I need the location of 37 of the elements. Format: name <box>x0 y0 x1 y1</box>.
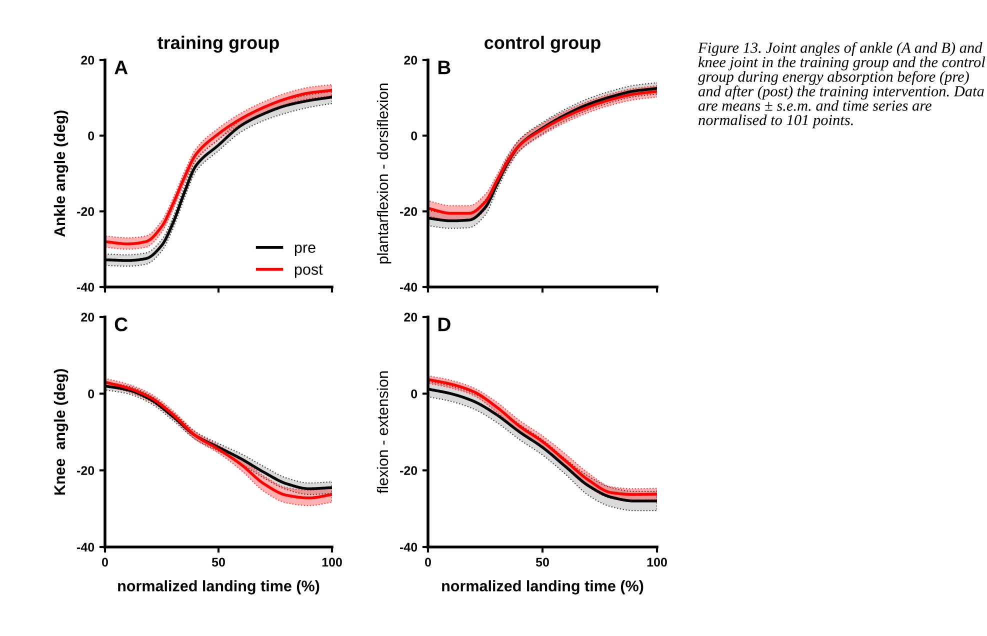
annotation: A <box>114 60 128 74</box>
annotation: D <box>438 318 450 332</box>
x-tick-label: 50 <box>212 558 225 567</box>
x-tick-label: 0 <box>425 558 431 567</box>
legend-label: pre <box>294 244 316 256</box>
y-tick-label: -40 <box>77 282 94 292</box>
x-tick-label: 0 <box>102 558 108 567</box>
x-tick-label: 50 <box>536 558 549 567</box>
annotation: B <box>438 60 450 74</box>
y-tick-label: 20 <box>404 56 418 65</box>
y-tick-label: 0 <box>411 131 418 140</box>
y-tick-label: 20 <box>81 312 94 322</box>
x-tick-label: 100 <box>322 558 342 567</box>
y-tick-label: -20 <box>400 207 418 216</box>
y-axis-title: plantarflexion - dorsiflexion <box>376 84 392 264</box>
y-tick-label: 0 <box>88 131 94 140</box>
x-axis-title: normalized landing time (%) <box>442 580 644 594</box>
annotation: C <box>114 318 128 332</box>
y-tick-label: -20 <box>400 466 418 475</box>
x-axis-title: normalized landing time (%) <box>118 580 320 594</box>
y-tick-label: 20 <box>404 312 418 322</box>
y-tick-label: -20 <box>77 466 94 475</box>
y-tick-label: 0 <box>88 389 94 398</box>
y-tick-label: 0 <box>411 389 418 398</box>
y-tick-label: 20 <box>81 56 94 65</box>
y-tick-label: -40 <box>400 282 418 292</box>
y-tick-label: -40 <box>400 542 418 552</box>
y-tick-label: -40 <box>77 542 94 552</box>
chart-title: control group <box>484 36 600 53</box>
y-tick-label: -20 <box>77 207 94 216</box>
x-tick-label: 100 <box>647 558 667 567</box>
caption: Figure 13. Joint angles of ankle (A and B) and knee joint in the training group and the control group during energy absorption before (pre) and after (post) the training intervention. Data are means ± s.e.m. and time series are normalised to 101 points. <box>698 42 986 128</box>
y-axis-title: Knee angle (deg) <box>54 369 68 495</box>
y-axis-title: Ankle angle (deg) <box>54 110 68 237</box>
legend-label: post <box>294 264 323 278</box>
chart-title: training group <box>158 36 279 53</box>
y-axis-title: flexion - extension <box>376 371 388 494</box>
